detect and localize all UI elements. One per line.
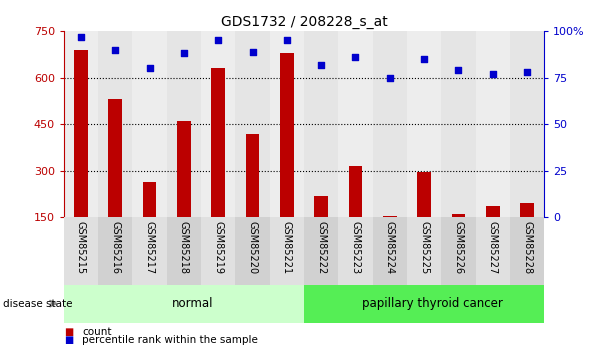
Bar [520, 203, 534, 217]
Bar [452, 214, 465, 217]
Bar [108, 99, 122, 217]
Bar [64, 31, 98, 217]
Text: GSM85220: GSM85220 [247, 221, 258, 274]
Bar [270, 217, 304, 285]
Bar [212, 68, 225, 217]
Bar [133, 217, 167, 285]
Bar [167, 31, 201, 217]
Text: GSM85227: GSM85227 [488, 221, 498, 274]
Point [145, 66, 154, 71]
Bar [475, 217, 510, 285]
Text: GSM85217: GSM85217 [145, 221, 154, 274]
Bar [235, 31, 270, 217]
Text: GSM85222: GSM85222 [316, 221, 326, 274]
Bar [348, 166, 362, 217]
Point [351, 55, 361, 60]
Bar [167, 217, 201, 285]
Point [111, 47, 120, 52]
Bar [270, 31, 304, 217]
Bar [304, 285, 544, 323]
Bar [338, 31, 373, 217]
Bar [177, 121, 191, 217]
Text: GSM85216: GSM85216 [110, 221, 120, 274]
Text: GSM85219: GSM85219 [213, 221, 223, 274]
Bar [338, 217, 373, 285]
Text: GSM85226: GSM85226 [454, 221, 463, 274]
Bar [510, 217, 544, 285]
Bar [304, 31, 338, 217]
Bar [373, 217, 407, 285]
Bar [407, 31, 441, 217]
Bar [235, 217, 270, 285]
Bar [304, 217, 338, 285]
Text: percentile rank within the sample: percentile rank within the sample [82, 335, 258, 345]
Text: papillary thyroid cancer: papillary thyroid cancer [362, 297, 503, 310]
Bar [407, 217, 441, 285]
Text: GSM85228: GSM85228 [522, 221, 532, 274]
Point [282, 38, 292, 43]
Title: GDS1732 / 208228_s_at: GDS1732 / 208228_s_at [221, 14, 387, 29]
Bar [373, 31, 407, 217]
Point [247, 49, 257, 54]
Bar [383, 216, 396, 217]
Text: GSM85224: GSM85224 [385, 221, 395, 274]
Bar [314, 196, 328, 217]
Point [454, 67, 463, 73]
Bar [143, 181, 156, 217]
Bar [486, 206, 500, 217]
Text: GSM85218: GSM85218 [179, 221, 189, 274]
Bar [441, 31, 475, 217]
Bar [98, 217, 133, 285]
Bar [475, 31, 510, 217]
Text: disease state: disease state [3, 299, 72, 308]
Text: count: count [82, 327, 112, 337]
Point [488, 71, 497, 77]
Text: ■: ■ [64, 327, 73, 337]
Point [419, 56, 429, 62]
Bar [98, 31, 133, 217]
Bar [280, 53, 294, 217]
Text: GSM85221: GSM85221 [282, 221, 292, 274]
Bar [510, 31, 544, 217]
Point [385, 75, 395, 80]
Bar [201, 31, 235, 217]
Point [316, 62, 326, 67]
Bar [246, 134, 260, 217]
Bar [417, 172, 431, 217]
Bar [133, 31, 167, 217]
Text: GSM85215: GSM85215 [76, 221, 86, 274]
Text: normal: normal [171, 297, 213, 310]
Point [76, 34, 86, 39]
Point [179, 51, 188, 56]
Bar [64, 285, 304, 323]
Bar [201, 217, 235, 285]
Bar [64, 217, 98, 285]
Bar [74, 50, 88, 217]
Text: ■: ■ [64, 335, 73, 345]
Bar [441, 217, 475, 285]
Text: GSM85223: GSM85223 [350, 221, 361, 274]
Point [522, 69, 532, 75]
Text: GSM85225: GSM85225 [419, 221, 429, 274]
Point [213, 38, 223, 43]
